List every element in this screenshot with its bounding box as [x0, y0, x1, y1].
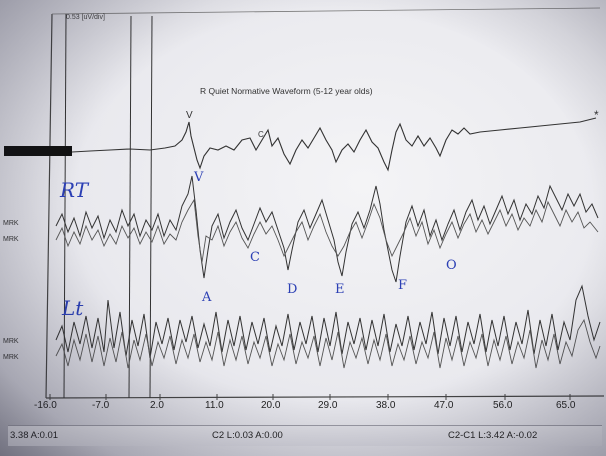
handwritten-peak-f: F	[398, 278, 408, 293]
channel-label-lt-2: MRK	[3, 354, 19, 361]
status-middle-readout: C2 L:0.03 A:0.00	[212, 430, 283, 441]
plot-left-border	[45, 13, 53, 399]
handwritten-peak-c: C	[250, 250, 260, 265]
handwritten-roman-v: Ⅴ	[194, 170, 204, 185]
handwritten-peak-d: D	[287, 282, 298, 297]
handwritten-lt-label: Lt	[62, 296, 84, 320]
status-left-readout: 3.38 A:0.01	[10, 430, 59, 441]
channel-label-lt-1: MRK	[3, 338, 19, 345]
x-tick-label: 38.0	[376, 400, 396, 411]
x-tick-label: 20.0	[261, 400, 281, 411]
x-tick-label: 29.0	[318, 400, 338, 411]
cursor-line-3	[149, 15, 153, 399]
lt-trace-2	[55, 318, 601, 369]
plot-bottom-axis	[45, 395, 605, 399]
rt-trace-2	[55, 198, 599, 263]
handwritten-peak-e: E	[335, 282, 345, 297]
channel-label-rt-1: MRK	[3, 220, 19, 227]
normative-waveform-trace	[71, 117, 597, 172]
status-right-readout: C2-C1 L:3.42 A:-0.02	[448, 430, 538, 441]
status-bar	[8, 425, 602, 446]
marker-v: V	[186, 110, 193, 121]
x-tick-label: 11.0	[205, 400, 224, 411]
x-tick-label: 2.0	[150, 400, 164, 411]
plot-top-border	[51, 7, 601, 15]
waveform-title: R Quiet Normative Waveform (5-12 year ol…	[200, 86, 373, 96]
x-tick-label: 47.0	[434, 400, 454, 411]
channel-label-rt-2: MRK	[3, 236, 19, 243]
black-marker-bar	[4, 146, 72, 156]
x-tick-label: 65.0	[556, 400, 576, 411]
cursor-line-2	[128, 15, 132, 399]
rt-trace-1	[55, 175, 599, 283]
handwritten-rt-label: RT	[60, 178, 89, 202]
x-tick-label: -16.0	[34, 400, 57, 411]
lt-trace-1	[55, 284, 601, 359]
scale-label: 0.53 [uV/div]	[66, 14, 105, 21]
handwritten-peak-o: O	[446, 258, 457, 273]
x-tick-label: 56.0	[493, 400, 513, 411]
handwritten-peak-a: A	[202, 290, 212, 305]
marker-star: *	[594, 108, 599, 122]
x-tick-marks	[49, 394, 571, 400]
x-tick-label: -7.0	[92, 400, 110, 411]
marker-c: C	[258, 130, 264, 139]
